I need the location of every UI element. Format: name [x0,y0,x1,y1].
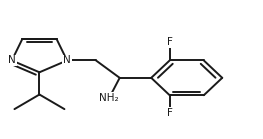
Text: N: N [63,55,71,65]
Text: F: F [167,37,173,47]
Text: N: N [8,55,16,65]
Text: F: F [167,108,173,118]
Text: NH₂: NH₂ [99,93,119,103]
